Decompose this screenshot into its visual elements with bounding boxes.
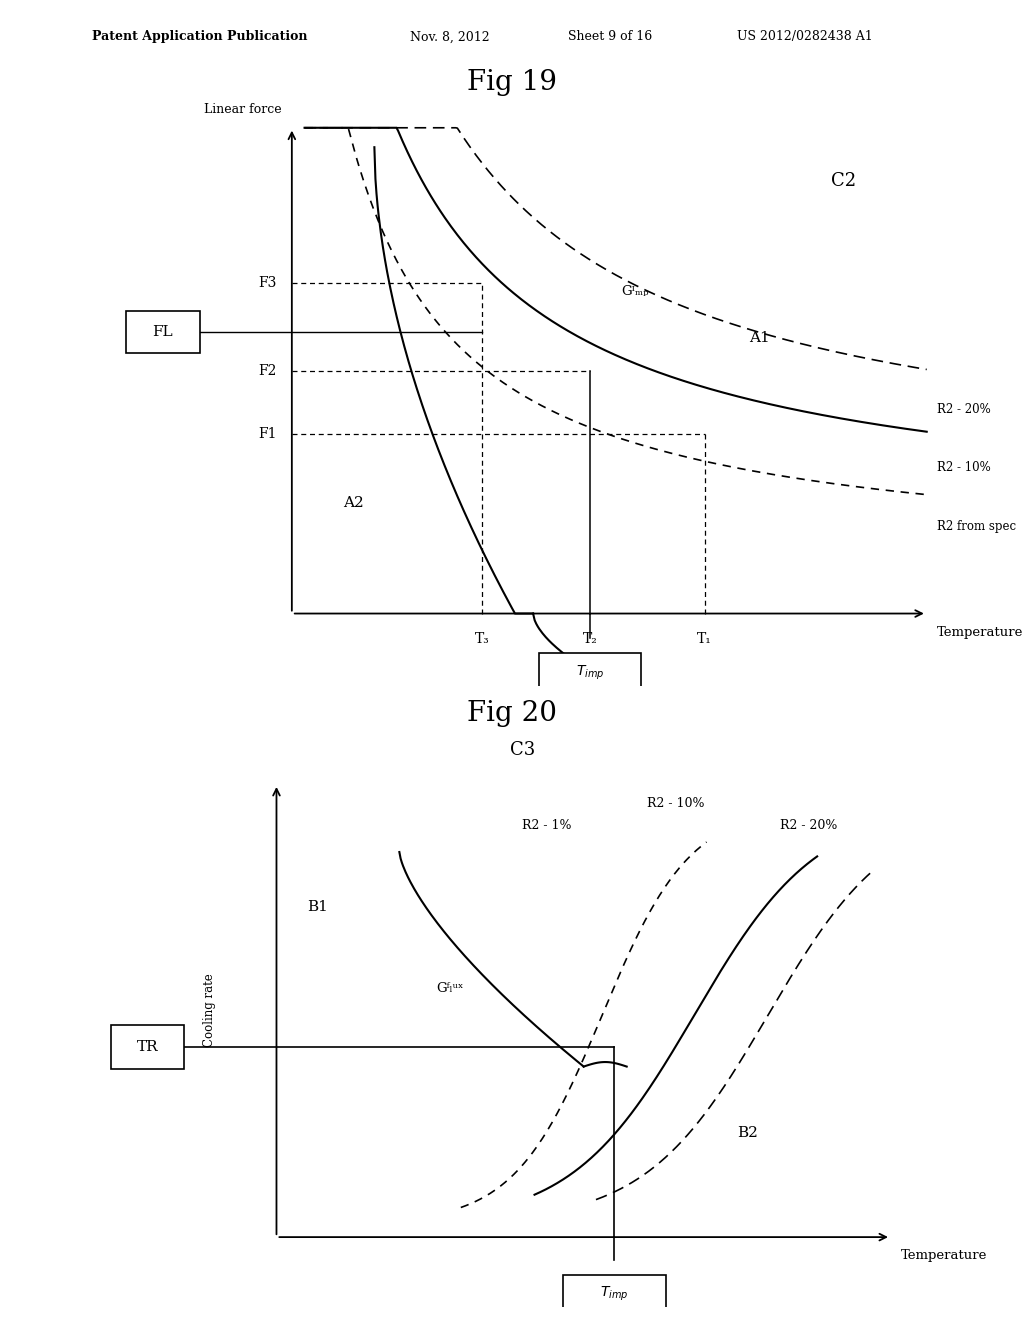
Text: Fig 19: Fig 19 [467, 69, 557, 95]
Text: Linear force: Linear force [204, 103, 282, 116]
Text: TR: TR [136, 1040, 159, 1053]
Text: FL: FL [153, 325, 173, 339]
Text: A2: A2 [343, 496, 364, 510]
Bar [111, 1026, 184, 1069]
Text: Fig 20: Fig 20 [467, 700, 557, 726]
Text: Temperature: Temperature [937, 626, 1023, 639]
Text: F1: F1 [258, 426, 276, 441]
Text: B2: B2 [737, 1126, 758, 1140]
Text: C3: C3 [510, 741, 535, 759]
Text: Nov. 8, 2012: Nov. 8, 2012 [410, 30, 489, 44]
Text: Gᴵₘₚ: Gᴵₘₚ [621, 285, 648, 298]
Bar [539, 653, 641, 693]
Text: R2 - 20%: R2 - 20% [780, 820, 838, 833]
Text: R2 from spec: R2 from spec [937, 520, 1016, 532]
Text: C2: C2 [831, 172, 857, 190]
Text: B1: B1 [307, 900, 328, 913]
Text: R2 - 1%: R2 - 1% [522, 820, 571, 833]
Text: Patent Application Publication: Patent Application Publication [92, 30, 307, 44]
Text: R2 - 20%: R2 - 20% [937, 403, 990, 416]
Text: Cooling rate: Cooling rate [204, 974, 216, 1048]
Text: R2 - 10%: R2 - 10% [937, 461, 990, 474]
Text: T₃: T₃ [475, 632, 489, 645]
Text: Temperature: Temperature [901, 1249, 987, 1262]
Text: Gᶠₗᵘˣ: Gᶠₗᵘˣ [436, 982, 464, 995]
Text: $T_{imp}$: $T_{imp}$ [577, 664, 604, 682]
Text: T₁: T₁ [697, 632, 712, 645]
Text: T₂: T₂ [583, 632, 598, 645]
Bar [563, 1275, 666, 1312]
Bar [126, 310, 200, 352]
Text: F3: F3 [258, 276, 276, 290]
Text: Sheet 9 of 16: Sheet 9 of 16 [568, 30, 652, 44]
Text: $T_{imp}$: $T_{imp}$ [600, 1284, 629, 1303]
Text: A1: A1 [749, 330, 770, 345]
Text: R2 - 10%: R2 - 10% [647, 797, 705, 809]
Text: F2: F2 [258, 363, 276, 378]
Text: US 2012/0282438 A1: US 2012/0282438 A1 [737, 30, 873, 44]
